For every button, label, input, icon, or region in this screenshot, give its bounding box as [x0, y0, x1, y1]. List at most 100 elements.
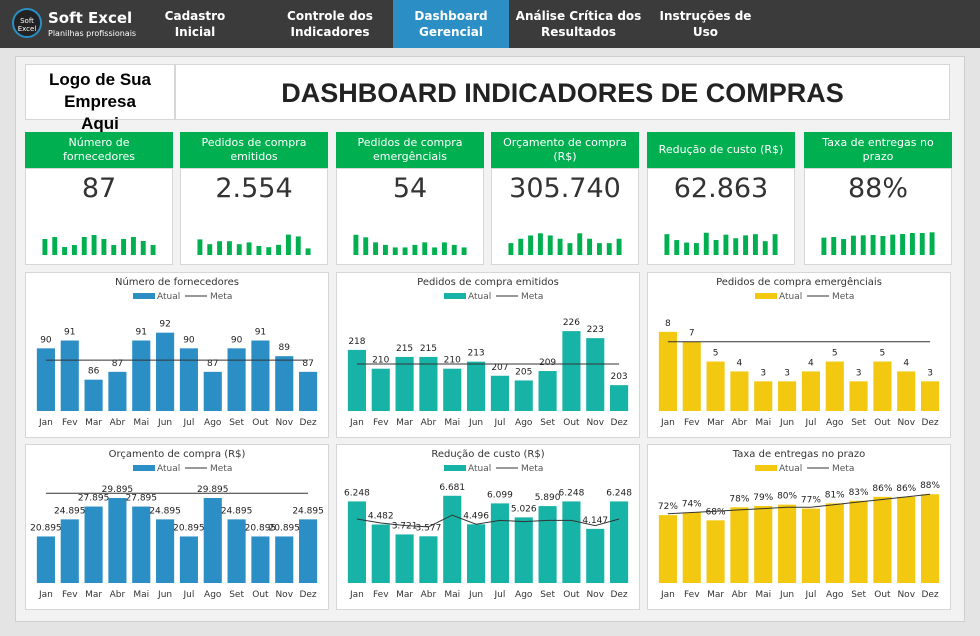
bar — [538, 371, 557, 411]
sparkline-bar — [81, 237, 87, 255]
data-label: 5 — [880, 349, 886, 359]
x-tick-label: Dez — [921, 418, 938, 428]
nav-tab[interactable]: Cadastro Inicial — [164, 9, 226, 39]
sparkline-bar — [412, 244, 418, 255]
legend-swatch — [755, 293, 777, 299]
x-tick-label: Out — [563, 418, 580, 428]
bar — [801, 508, 820, 583]
sparkline-bar — [929, 232, 935, 255]
nav-tab[interactable]: Dashboard Gerencial — [393, 0, 509, 48]
bar — [108, 371, 127, 411]
data-label: 74% — [682, 500, 702, 510]
bar — [371, 524, 390, 583]
sparkline-bar — [518, 238, 524, 255]
x-tick-label: Nov — [897, 590, 915, 600]
legend-label: Meta — [521, 464, 543, 474]
sparkline-bar — [451, 244, 457, 255]
bar — [610, 385, 629, 411]
kpi-label: Taxa de entregas no prazo — [804, 132, 952, 168]
sparkline — [508, 233, 622, 255]
bar — [801, 371, 820, 411]
nav-tab[interactable]: Instruções de Uso — [659, 9, 752, 39]
bar — [825, 503, 844, 583]
sparkline-bar — [616, 238, 622, 255]
x-tick-label: Fev — [62, 590, 78, 600]
chart: Orçamento de compra (R$) Atual Meta Jan Fev M… — [30, 449, 324, 600]
sparkline-bar — [508, 243, 514, 255]
data-label: 90 — [231, 335, 243, 345]
data-label: 24.895 — [149, 506, 181, 516]
sparkline-bar — [353, 234, 359, 255]
bar — [156, 332, 175, 411]
x-tick-label: Jul — [493, 590, 505, 600]
bar — [921, 381, 940, 411]
bar — [586, 338, 605, 411]
legend-label: Meta — [521, 292, 543, 302]
x-tick-label: Jan — [38, 418, 53, 428]
nav-tab[interactable]: Controle dos Indicadores — [287, 9, 373, 39]
x-tick-label: Nov — [897, 418, 915, 428]
x-tick-label: Jul — [804, 590, 816, 600]
x-tick-label: Mar — [707, 590, 724, 600]
x-tick-label: Jan — [660, 590, 675, 600]
sparkline-bar — [382, 244, 388, 255]
sparkline-bar — [684, 242, 690, 255]
kpi-label: Orçamento de compra (R$) — [491, 132, 639, 168]
bar — [419, 356, 438, 411]
sparkline-bar — [295, 236, 301, 255]
data-label: 88% — [920, 481, 940, 491]
data-label: 5 — [713, 349, 719, 359]
sparkline-bar — [197, 239, 203, 255]
logo-placeholder: Logo de Sua Empresa Aqui — [25, 64, 175, 133]
bar — [897, 371, 916, 411]
sparkline-bar — [880, 236, 886, 255]
sparkline — [821, 232, 935, 255]
sparkline-bar — [537, 233, 543, 255]
bar — [443, 368, 462, 411]
bar — [538, 506, 557, 583]
sparkline-bar — [693, 243, 699, 255]
data-label: 3 — [927, 368, 933, 378]
x-tick-label: Dez — [610, 418, 627, 428]
bar — [347, 501, 366, 583]
sparkline-bar — [567, 243, 573, 255]
sparkline-bar — [42, 239, 48, 255]
data-label: 91 — [136, 328, 147, 338]
sparkline-bar — [150, 245, 156, 255]
nav-tab[interactable]: Análise Crítica dos Resultados — [515, 9, 642, 39]
x-tick-label: Ago — [204, 590, 222, 600]
x-tick-label: Jun — [779, 590, 794, 600]
sparkline-bar — [547, 235, 553, 255]
sparkline-bar — [752, 234, 758, 255]
bar — [203, 497, 222, 583]
data-label: 4.496 — [463, 511, 489, 521]
sparkline-bar — [713, 240, 719, 255]
kpi-card: 54 — [336, 168, 484, 265]
kpi-label: Número de fornecedores — [25, 132, 173, 168]
x-tick-label: Jun — [468, 590, 483, 600]
data-label: 4 — [808, 358, 814, 368]
bar — [203, 371, 222, 411]
x-tick-label: Mar — [707, 418, 724, 428]
data-label: 87 — [302, 359, 313, 369]
legend-label: Meta — [210, 292, 232, 302]
sparkline-bar — [772, 234, 778, 255]
bar — [778, 381, 797, 411]
x-tick-label: Abr — [110, 418, 126, 428]
data-label: 226 — [563, 318, 580, 328]
sparkline-bar — [870, 235, 876, 255]
data-label: 29.895 — [102, 485, 133, 495]
chart-panel: Pedidos de compra emitidos Atual Meta Jan Fe… — [336, 272, 640, 438]
x-tick-label: Set — [851, 418, 866, 428]
sparkline-bar — [890, 234, 896, 255]
x-tick-label: Jul — [182, 590, 194, 600]
data-label: 27.895 — [126, 494, 158, 504]
sparkline-bar — [557, 238, 563, 255]
sparkline-bar — [821, 237, 827, 255]
bar — [610, 501, 629, 583]
bar — [514, 380, 533, 411]
data-label: 207 — [491, 363, 508, 373]
sparkline — [664, 232, 778, 255]
bar — [682, 341, 701, 411]
data-label: 6.248 — [344, 488, 370, 498]
